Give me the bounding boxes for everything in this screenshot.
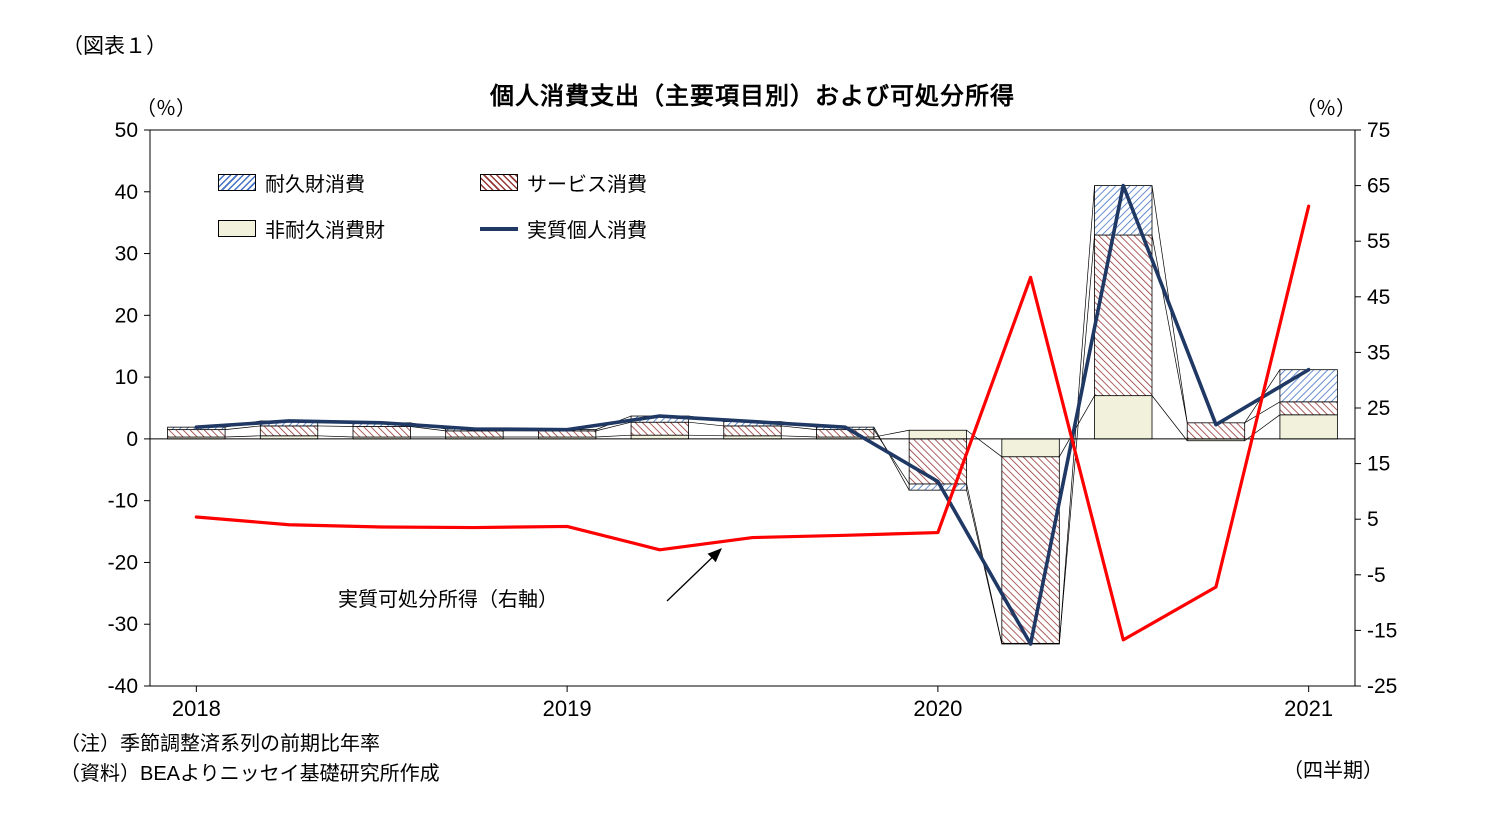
- annotation-arrow: [666, 548, 722, 602]
- real-pce-line-swatch: [480, 226, 518, 231]
- series-connector-line: [873, 426, 910, 491]
- series-connector-line: [225, 425, 261, 430]
- right-axis-tick-label: 35: [1367, 341, 1390, 364]
- left-axis-unit-label: （％）: [136, 98, 196, 120]
- series-connector-line: [873, 429, 910, 485]
- left-axis-tick-label: 30: [115, 243, 138, 266]
- bar-segment: [1279, 401, 1338, 416]
- series-connector-line: [595, 421, 632, 432]
- series-connector-line: [688, 421, 724, 427]
- legend-label-services: サービス消費: [527, 174, 647, 196]
- durables-hatch-swatch: [218, 174, 256, 191]
- bar-segment: [630, 421, 689, 436]
- nondurables-swatch: [218, 220, 256, 237]
- x-axis-tick-label: 2021: [1284, 696, 1333, 721]
- left-axis-tick-label: 20: [115, 304, 138, 327]
- bar-segment: [1094, 395, 1153, 440]
- right-axis-tick-label: 75: [1367, 119, 1390, 142]
- bar-segment: [167, 429, 226, 438]
- series-connector-line: [1059, 395, 1095, 457]
- left-axis-tick-label: 40: [115, 181, 138, 204]
- series-connector-line: [781, 435, 817, 438]
- legend-item-services: サービス消費: [480, 168, 647, 197]
- series-connector-line: [1151, 234, 1188, 423]
- bar-segment: [537, 430, 597, 438]
- series-connector-line: [1151, 395, 1188, 441]
- figure-label: （図表１）: [62, 35, 167, 58]
- real-pce-line: [194, 183, 1311, 646]
- right-axis-unit-label: （％）: [1296, 98, 1356, 120]
- series-connector-line: [317, 425, 354, 427]
- left-axis-tick-label: -20: [108, 551, 138, 574]
- series-connector-line: [225, 435, 261, 438]
- right-axis-tick-label: 45: [1367, 286, 1390, 309]
- services-hatch-swatch: [480, 174, 518, 191]
- series-connector-line: [410, 426, 446, 432]
- right-axis-tick-label: -5: [1367, 564, 1386, 587]
- x-axis-tick-label: 2018: [172, 696, 221, 721]
- x-axis-footer-label: （四半期）: [1283, 760, 1383, 782]
- chart-title: 個人消費支出（主要項目別）および可処分所得: [490, 83, 1015, 110]
- legend-item-real-pce: 実質個人消費: [480, 214, 647, 243]
- chart-generated-layer: 50 40 30 20 10 0 -10 -20 -30 -40 75 65 55 45 35 25 15 5 -5…: [108, 119, 1398, 721]
- source-label: （資料）BEAよりニッセイ基礎研究所作成: [60, 763, 440, 785]
- legend-item-durables: 耐久財消費: [218, 168, 480, 197]
- bar-segment: [1094, 234, 1153, 397]
- series-connector-line: [781, 425, 817, 430]
- bar-segment: [352, 426, 411, 438]
- left-axis-tick-label: -40: [108, 675, 138, 698]
- right-axis-tick-label: 25: [1367, 397, 1390, 420]
- right-axis-tick-label: 65: [1367, 175, 1390, 198]
- bar-segment: [1279, 414, 1338, 440]
- legend-label-real-pce: 実質個人消費: [527, 220, 647, 242]
- right-axis-tick-label: 5: [1367, 508, 1379, 531]
- left-axis-tick-label: -10: [108, 490, 138, 513]
- series-connector-line: [317, 435, 354, 438]
- series-connector-line: [873, 429, 910, 438]
- left-axis-tick-label: 0: [126, 428, 138, 451]
- right-axis-tick-label: 15: [1367, 453, 1390, 476]
- note-label: （注）季節調整済系列の前期比年率: [60, 733, 380, 755]
- bar-segment: [816, 429, 875, 438]
- bar-segment: [445, 430, 504, 438]
- bar-segment: [1001, 438, 1060, 458]
- right-axis-tick-label: -15: [1367, 619, 1397, 642]
- left-axis-tick-label: 50: [115, 119, 138, 142]
- legend-label-nondurables: 非耐久消費財: [265, 220, 385, 242]
- legend-label-durables: 耐久財消費: [265, 174, 365, 196]
- x-axis-tick-label: 2020: [913, 696, 962, 721]
- series-connector-line: [595, 434, 632, 438]
- bar-segment: [259, 425, 319, 437]
- bar-segment: [630, 434, 689, 440]
- bar-segment: [1279, 369, 1338, 403]
- disposable-income-line: [194, 204, 1311, 642]
- x-axis-tick-label: 2019: [543, 696, 592, 721]
- series-connector-line: [1244, 401, 1281, 424]
- series-connector-line: [1244, 414, 1281, 442]
- annotation-label: 実質可処分所得（右軸）: [338, 589, 558, 611]
- left-axis-tick-label: -30: [108, 613, 138, 636]
- left-axis-tick-label: 10: [115, 366, 138, 389]
- right-axis-tick-label: 55: [1367, 230, 1390, 253]
- bar-segment: [908, 429, 968, 440]
- series-connector-line: [966, 490, 1003, 645]
- bar-segment: [723, 425, 782, 437]
- legend: 耐久財消費 サービス消費 非耐久消費財 実質個人消費: [218, 168, 647, 243]
- legend-item-nondurables: 非耐久消費財: [218, 214, 480, 243]
- right-axis-tick-label: -25: [1367, 675, 1397, 698]
- series-connector-line: [688, 434, 724, 437]
